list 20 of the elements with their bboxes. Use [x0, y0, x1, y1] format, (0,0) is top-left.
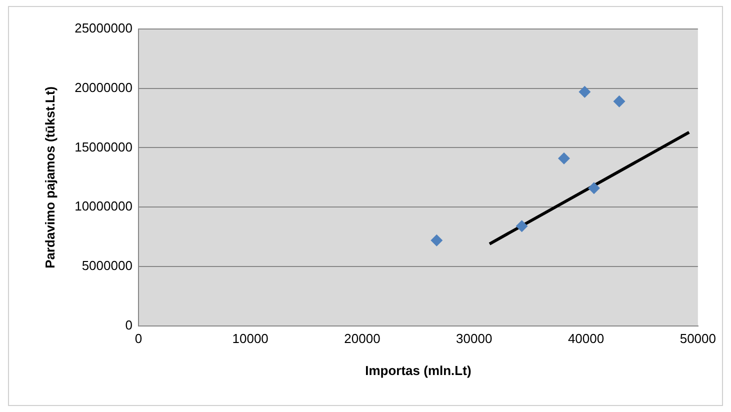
point: [516, 220, 528, 232]
y-tick-label: 10000000: [74, 198, 132, 214]
x-tick-label: 10000: [232, 331, 268, 346]
x-tick-label: 40000: [568, 331, 604, 346]
x-tick-label: 0: [134, 331, 142, 346]
x-tick-label: 20000: [344, 331, 380, 346]
point: [578, 86, 591, 98]
y-tick-label: 20000000: [74, 80, 132, 95]
x-tick-label: 50000: [680, 331, 716, 346]
point: [588, 182, 600, 194]
point: [430, 234, 443, 246]
y-tick-label: 15000000: [74, 139, 132, 154]
point: [558, 152, 570, 164]
y-tick-label: 0: [125, 317, 132, 332]
point: [613, 95, 626, 108]
y-tick-label: 25000000: [74, 20, 132, 36]
y-axis-title: Pardavimo pajamos (tūkst.Lt): [42, 86, 58, 268]
x-axis-title: Importas (mln.Lt): [365, 362, 472, 378]
y-tick-label: 5000000: [82, 258, 132, 274]
x-tick-label: 30000: [456, 331, 492, 346]
